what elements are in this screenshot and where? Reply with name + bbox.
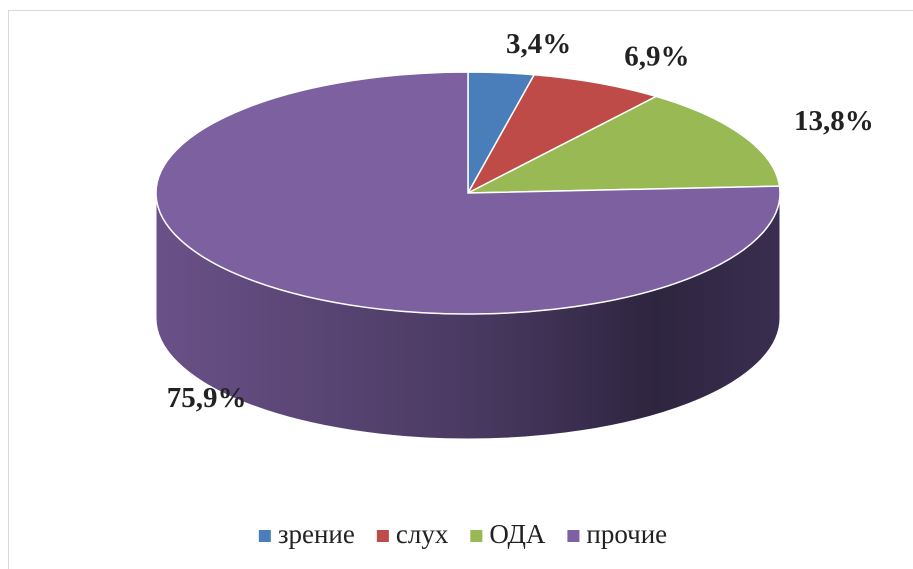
data-label: 3,4% [506, 28, 571, 60]
pie-slice [467, 95, 781, 194]
legend-label: зрение [278, 519, 355, 549]
legend-swatch [376, 530, 389, 542]
legend: зрение слух ОДА прочие [258, 519, 667, 549]
legend-label: прочие [586, 519, 667, 549]
data-label: 6,9% [624, 40, 689, 72]
pie-slice [155, 71, 781, 315]
pie: 3,4% 6,9% 13,8% 75,9% [155, 28, 874, 440]
data-label: 75,9% [167, 382, 247, 414]
legend-swatch [567, 530, 580, 542]
legend-swatch [470, 530, 483, 542]
legend-label: ОДА [489, 519, 546, 549]
data-label: 13,8% [794, 105, 874, 137]
legend-label: слух [396, 519, 449, 549]
legend-swatch [258, 530, 271, 542]
pie-slice [466, 73, 659, 195]
